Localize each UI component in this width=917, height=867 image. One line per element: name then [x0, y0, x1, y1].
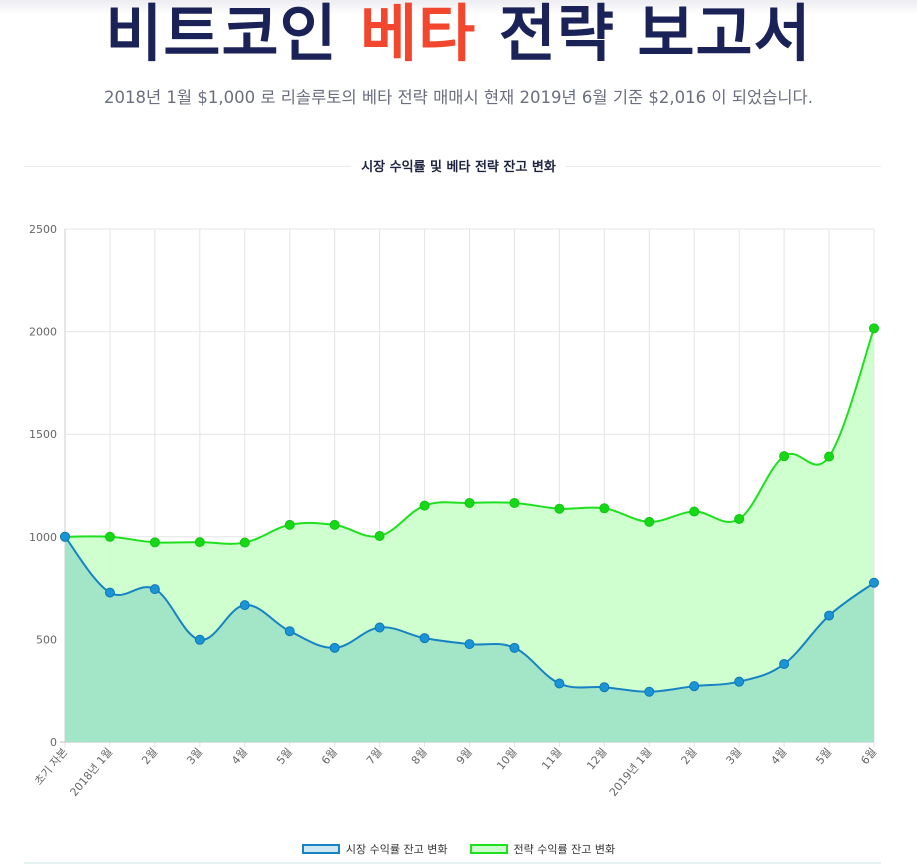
x-tick-label: 2018년 1월	[68, 746, 116, 799]
x-tick-label: 3월	[184, 746, 205, 767]
page-subtitle: 2018년 1월 $1,000 로 리솔루토의 베타 전략 매매시 현재 201…	[104, 88, 813, 107]
strategy-point	[374, 530, 385, 541]
chart-title: 시장 수익률 및 베타 전략 잔고 변화	[0, 156, 917, 175]
strategy-point	[644, 516, 655, 527]
market-point	[60, 531, 70, 542]
x-tick-label: 9월	[454, 746, 475, 767]
y-axis-ticks: 0 500 1000 1500 2000 2500	[29, 223, 57, 749]
legend-label-market: 시장 수익률 잔고 변화	[345, 843, 448, 856]
chart-legend: 시장 수익률 잔고 변화 전략 수익률 잔고 변화	[0, 841, 917, 857]
x-tick-label: 8월	[409, 746, 430, 767]
x-tick-label: 10월	[494, 746, 519, 773]
strategy-point	[779, 451, 790, 462]
y-tick-label: 500	[36, 633, 57, 646]
y-tick-label: 1000	[29, 531, 57, 544]
legend-item-market[interactable]: 시장 수익률 잔고 변화	[301, 841, 448, 857]
market-point	[419, 633, 430, 644]
x-tick-label: 4월	[768, 746, 789, 767]
market-point	[374, 622, 385, 633]
market-point	[149, 584, 160, 595]
x-tick-label: 5월	[274, 746, 295, 767]
chart-points	[60, 323, 879, 697]
market-point	[869, 577, 879, 588]
market-point	[329, 642, 340, 653]
market-point	[734, 676, 745, 687]
strategy-point	[329, 519, 340, 530]
market-area	[65, 536, 874, 742]
market-point	[689, 681, 700, 692]
chart-title-text: 시장 수익률 및 베타 전략 잔고 변화	[351, 160, 566, 175]
title-text: 비트코인	[105, 0, 361, 70]
y-tick-label: 2000	[29, 326, 57, 339]
chart-areas	[65, 328, 874, 742]
market-point	[824, 610, 835, 621]
market-point	[779, 659, 790, 670]
x-tick-label: 초기 자본	[32, 746, 70, 788]
x-tick-label: 5월	[813, 746, 834, 767]
x-tick-label: 12월	[584, 746, 609, 773]
x-tick-label: 2019년 1월	[607, 746, 655, 799]
market-point	[644, 686, 655, 697]
market-point	[284, 626, 295, 637]
x-tick-label: 4월	[229, 746, 250, 767]
x-tick-label: 2월	[139, 746, 160, 767]
x-tick-label: 6월	[319, 746, 340, 767]
market-point	[239, 600, 250, 611]
page-title: 비트코인 베타 전략 보고서	[0, 0, 917, 74]
strategy-point	[464, 497, 475, 508]
legend-swatch-market	[301, 844, 340, 854]
x-tick-label: 3월	[723, 746, 744, 767]
market-point	[509, 642, 520, 653]
y-tick-label: 0	[50, 736, 57, 749]
bottom-divider	[24, 862, 881, 864]
strategy-point	[599, 503, 610, 514]
market-point	[554, 678, 565, 689]
x-tick-label: 11월	[539, 746, 564, 773]
strategy-point	[419, 500, 430, 511]
strategy-point	[239, 537, 250, 548]
legend-item-strategy[interactable]: 전략 수익률 잔고 변화	[469, 841, 616, 857]
strategy-point	[824, 451, 835, 462]
strategy-point	[689, 506, 700, 517]
strategy-point	[194, 537, 205, 548]
x-tick-label: 2월	[679, 746, 700, 767]
strategy-point	[869, 323, 879, 334]
title-text-end: 전략 보고서	[476, 0, 812, 70]
strategy-point	[509, 497, 520, 508]
legend-label-strategy: 전략 수익률 잔고 변화	[513, 843, 616, 856]
strategy-point	[554, 503, 565, 514]
strategy-point	[104, 531, 115, 542]
x-tick-label: 6월	[858, 746, 879, 767]
market-point	[104, 587, 115, 598]
market-point	[194, 634, 205, 645]
y-tick-label: 1500	[29, 428, 57, 441]
title-accent: 베타	[360, 0, 477, 70]
y-tick-label: 2500	[29, 223, 57, 236]
market-point	[599, 682, 610, 693]
strategy-point	[149, 537, 160, 548]
legend-swatch-strategy	[469, 844, 508, 854]
strategy-point	[734, 513, 745, 524]
strategy-point	[284, 519, 295, 530]
market-point	[464, 639, 475, 650]
x-tick-label: 7월	[364, 746, 385, 767]
top-shadow	[0, 0, 917, 14]
